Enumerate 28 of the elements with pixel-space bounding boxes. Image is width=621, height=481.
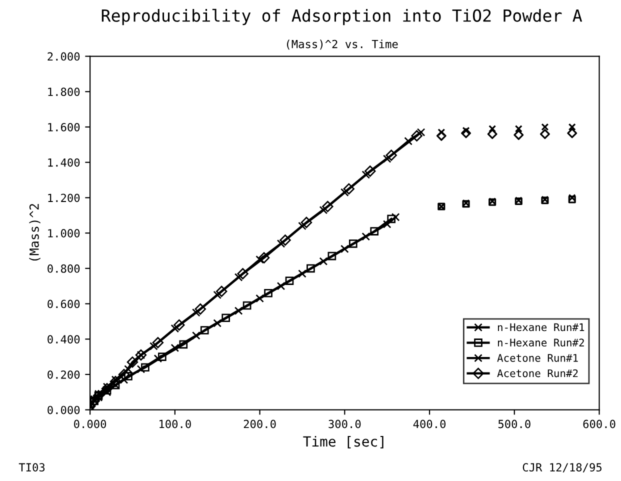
y-tick-label: 0.800 (48, 264, 80, 273)
x-tick-label: 0.000 (74, 420, 106, 428)
legend-label: Acetone Run#1 (497, 354, 578, 362)
x-tick-label: 200.0 (244, 420, 276, 428)
chart-subtitle: (Mass)^2 vs. Time (287, 40, 398, 50)
x-tick-label: 100.0 (160, 420, 191, 428)
text: CJR 12/18/95 (522, 463, 602, 472)
x-tick-label: 400.0 (413, 420, 446, 428)
y-tick-label: 0.400 (48, 335, 80, 344)
x-tick-label: 300.0 (328, 420, 361, 428)
y-tick-label: 1.400 (48, 158, 80, 167)
y-tick-label: 0.600 (48, 300, 80, 308)
y-axis-title: (Mass)^2 (29, 204, 40, 261)
chart-title: Reproducibility of Adsorption into TiO2 Powder A (102, 8, 582, 26)
text: TI03 (18, 463, 45, 472)
x-tick-label: 500.0 (498, 420, 530, 428)
legend-label: Acetone Run#2 (497, 369, 578, 378)
legend-label: n-Hexane Run#1 (498, 323, 584, 332)
y-tick-label: 0.200 (48, 370, 80, 379)
x-axis-title: Time [sec] (303, 436, 384, 448)
y-tick-label: 2.000 (48, 52, 80, 61)
y-tick-label: 1.200 (48, 194, 80, 202)
y-tick-label: 0.000 (48, 406, 80, 414)
y-tick-label: 1.800 (48, 88, 80, 96)
x-tick-label: 600.0 (583, 420, 616, 428)
legend-label: n-Hexane Run#2 (498, 338, 584, 347)
y-tick-label: 1.600 (48, 122, 80, 132)
y-tick-label: 1.000 (48, 229, 80, 238)
